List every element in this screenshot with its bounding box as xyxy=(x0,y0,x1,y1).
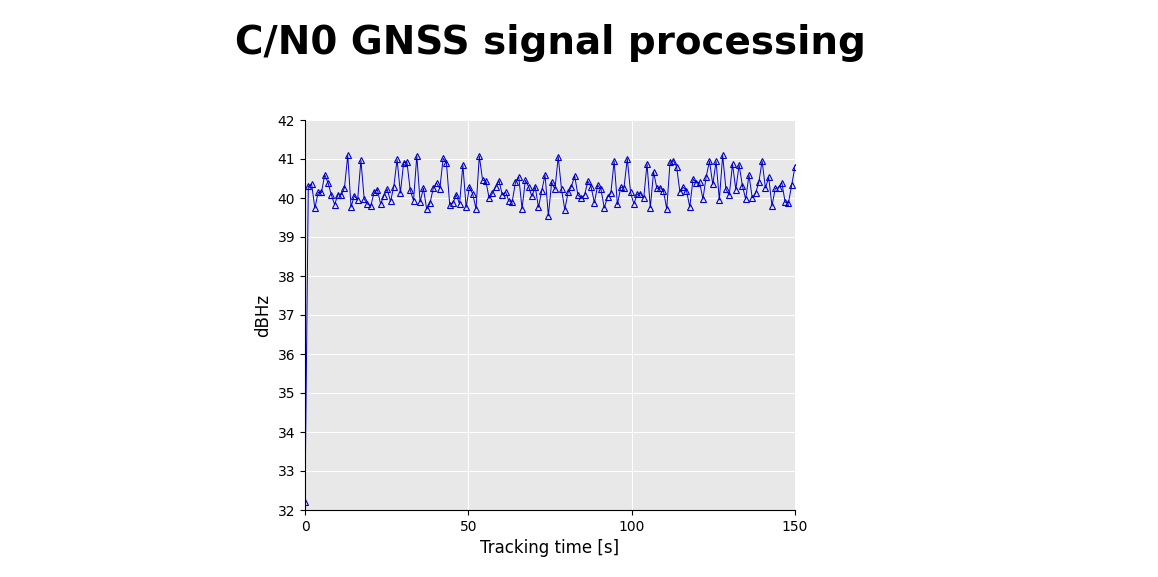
X-axis label: Tracking time [s]: Tracking time [s] xyxy=(481,539,620,557)
Y-axis label: dBHz: dBHz xyxy=(254,294,272,336)
Text: C/N0 GNSS signal processing: C/N0 GNSS signal processing xyxy=(235,24,865,62)
